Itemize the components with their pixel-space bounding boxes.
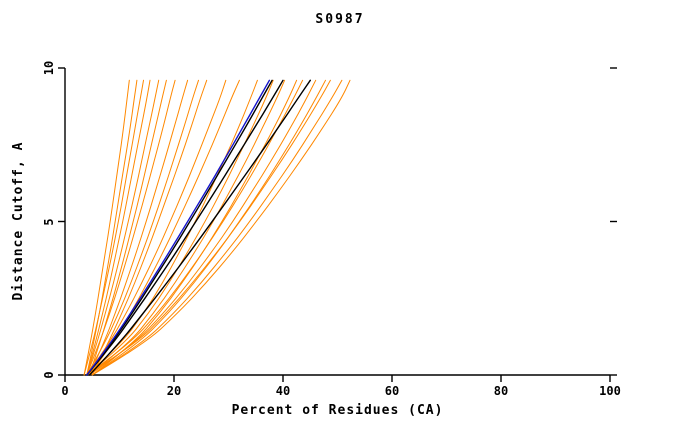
x-axis-label: Percent of Residues (CA) (231, 403, 444, 418)
curve-orange-11 (86, 79, 227, 376)
curve-orange-21 (91, 79, 343, 376)
x-tick-label: 40 (275, 384, 291, 398)
y-tick-label: 0 (42, 371, 56, 379)
x-tick-label: 0 (61, 384, 69, 398)
curve-orange-09 (86, 79, 199, 376)
curve-orange-04 (86, 79, 151, 376)
curve-orange-20 (86, 79, 331, 376)
x-tick-label: 20 (166, 384, 182, 398)
curve-orange-01 (83, 79, 130, 376)
curve-orange-08 (89, 79, 189, 376)
chart-title: S0987 (315, 12, 365, 27)
curve-orange-22 (91, 79, 351, 376)
x-tick-label: 100 (599, 384, 621, 398)
curve-orange-06 (89, 79, 167, 376)
curve-orange-03 (83, 79, 144, 376)
y-tick-label: 5 (42, 217, 56, 226)
curve-orange-16 (91, 79, 298, 376)
curve-orange-14 (86, 79, 274, 376)
curve-orange-10 (91, 79, 208, 376)
curve-orange-12 (89, 79, 240, 376)
curve-orange-18 (89, 79, 317, 376)
x-tick-label: 60 (384, 384, 400, 398)
curve-black-01 (86, 79, 273, 376)
x-tick-label: 80 (493, 384, 509, 398)
curve-orange-05 (86, 79, 160, 376)
curve-orange-07 (86, 79, 176, 376)
curve-orange-15 (89, 79, 286, 376)
curve-black-03 (88, 79, 311, 376)
curve-orange-13 (86, 79, 258, 376)
y-tick-label: 10 (42, 60, 56, 76)
curve-black-02 (86, 79, 284, 376)
curve-blue-01 (86, 79, 271, 376)
